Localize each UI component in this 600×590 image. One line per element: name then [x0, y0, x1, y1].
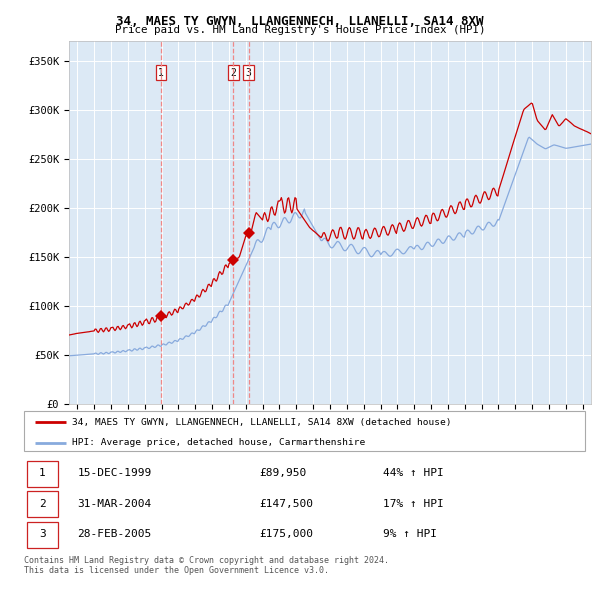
Text: £147,500: £147,500	[260, 499, 314, 509]
Text: £89,950: £89,950	[260, 468, 307, 478]
Text: 2: 2	[39, 499, 46, 509]
Text: HPI: Average price, detached house, Carmarthenshire: HPI: Average price, detached house, Carm…	[71, 438, 365, 447]
Text: 44% ↑ HPI: 44% ↑ HPI	[383, 468, 444, 478]
Text: 15-DEC-1999: 15-DEC-1999	[77, 468, 152, 478]
Text: 9% ↑ HPI: 9% ↑ HPI	[383, 529, 437, 539]
FancyBboxPatch shape	[27, 491, 58, 517]
Text: 1: 1	[158, 68, 164, 78]
Text: 1: 1	[39, 468, 46, 478]
Text: 28-FEB-2005: 28-FEB-2005	[77, 529, 152, 539]
Text: Contains HM Land Registry data © Crown copyright and database right 2024.
This d: Contains HM Land Registry data © Crown c…	[24, 556, 389, 575]
Text: 3: 3	[246, 68, 251, 78]
Text: 2: 2	[230, 68, 236, 78]
Text: 31-MAR-2004: 31-MAR-2004	[77, 499, 152, 509]
Text: 17% ↑ HPI: 17% ↑ HPI	[383, 499, 444, 509]
Text: 3: 3	[39, 529, 46, 539]
FancyBboxPatch shape	[27, 461, 58, 487]
Text: £175,000: £175,000	[260, 529, 314, 539]
Text: 34, MAES TY GWYN, LLANGENNECH, LLANELLI, SA14 8XW (detached house): 34, MAES TY GWYN, LLANGENNECH, LLANELLI,…	[71, 418, 451, 427]
Text: Price paid vs. HM Land Registry's House Price Index (HPI): Price paid vs. HM Land Registry's House …	[115, 25, 485, 35]
FancyBboxPatch shape	[27, 522, 58, 548]
Text: 34, MAES TY GWYN, LLANGENNECH, LLANELLI, SA14 8XW: 34, MAES TY GWYN, LLANGENNECH, LLANELLI,…	[116, 15, 484, 28]
FancyBboxPatch shape	[24, 411, 585, 451]
